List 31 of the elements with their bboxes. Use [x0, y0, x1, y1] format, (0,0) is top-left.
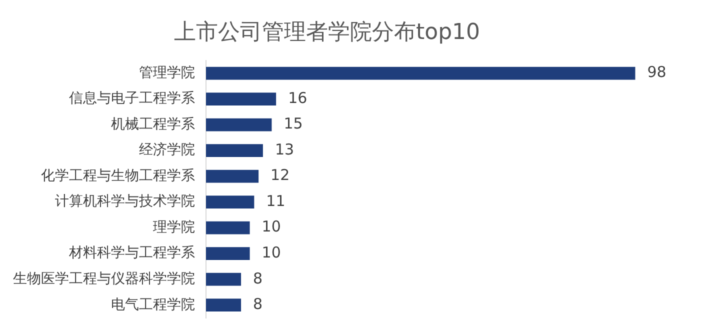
y-tick-label: 信息与电子工程学系: [69, 90, 195, 107]
data-label: 8: [253, 269, 263, 288]
bar: [206, 118, 272, 132]
bar: [206, 196, 254, 209]
data-label: 10: [262, 218, 281, 236]
data-label: 8: [253, 295, 263, 314]
bar: [206, 144, 263, 157]
y-tick-label: 计算机科学与技术学院: [55, 194, 195, 210]
y-tick-label: 化学工程与生物工程学系: [41, 168, 195, 184]
data-label: 12: [270, 166, 290, 184]
y-tick-label: 材料科学与工程学系: [68, 245, 195, 262]
data-label: 15: [284, 114, 303, 133]
y-tick-label: 机械工程学系: [111, 116, 195, 132]
y-tick-label: 管理学院: [139, 64, 195, 81]
data-label: 11: [266, 192, 286, 210]
y-tick-label: 生物医学工程与仪器科学学院: [13, 271, 195, 287]
data-label: 10: [262, 243, 281, 262]
bar: [206, 272, 242, 286]
data-label: 16: [288, 88, 308, 107]
bar: [206, 298, 242, 312]
bar: [206, 92, 276, 106]
bar: [206, 170, 259, 183]
bar: [206, 247, 250, 260]
chart-title: 上市公司管理者学院分布top10: [174, 20, 480, 45]
bar: [206, 221, 250, 234]
bar: [206, 66, 636, 80]
data-label: 13: [274, 140, 294, 158]
y-tick-label: 电气工程学院: [111, 296, 195, 313]
y-tick-label: 理学院: [153, 219, 195, 236]
data-label: 98: [647, 63, 666, 82]
y-tick-label: 经济学院: [139, 142, 195, 158]
